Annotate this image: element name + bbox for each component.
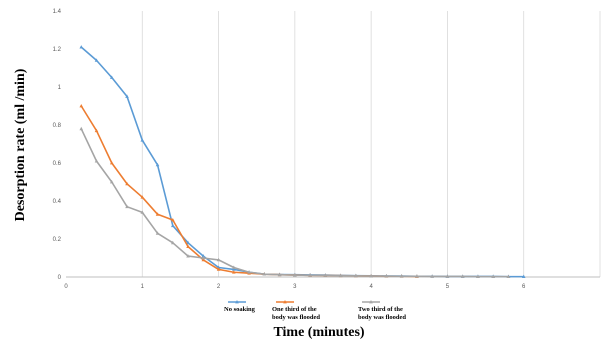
- gridlines: [141, 11, 601, 277]
- data-point: [79, 126, 84, 131]
- series-2: [79, 104, 419, 278]
- series-3: [79, 126, 511, 279]
- data-point: [201, 254, 206, 258]
- legend-marker: [235, 300, 239, 304]
- data-point: [186, 254, 190, 258]
- tick-labels: 0 1 2 3 4 5 6 0 0.2 0.4 0.6 0.8 1 1.2 1.4: [53, 9, 526, 290]
- series-line: [80, 46, 524, 278]
- series-1: [79, 45, 526, 279]
- data-point: [94, 128, 99, 133]
- data-point: [140, 210, 145, 214]
- x-tick-label: 3: [293, 284, 297, 290]
- data-point: [277, 272, 282, 277]
- data-point: [232, 265, 236, 269]
- data-point: [521, 274, 526, 279]
- data-point: [155, 162, 160, 167]
- data-point: [476, 274, 480, 279]
- data-point: [79, 45, 84, 49]
- data-point: [445, 274, 450, 278]
- data-point: [186, 244, 190, 248]
- y-tick-label: 0.8: [53, 123, 62, 129]
- y-tick-label: 0: [58, 275, 62, 281]
- legend-label: Two third of the body was flooded: [358, 306, 406, 321]
- legend-item: One third of the body was flooded: [272, 300, 320, 321]
- data-point: [293, 273, 297, 277]
- data-point: [232, 267, 236, 271]
- legend-item: Two third of the body was flooded: [358, 300, 406, 321]
- x-tick-label: 1: [141, 284, 145, 290]
- data-point: [369, 274, 373, 278]
- legend-label-line: One third of the: [272, 306, 317, 313]
- data-point: [186, 240, 190, 245]
- legend-item: No soaking: [224, 300, 256, 313]
- data-point: [338, 273, 343, 278]
- data-point: [79, 104, 84, 108]
- data-point: [125, 181, 129, 186]
- series-line: [80, 105, 417, 278]
- data-point: [491, 274, 495, 279]
- data-point: [384, 274, 389, 278]
- data-point: [399, 274, 404, 278]
- data-point: [94, 159, 99, 163]
- x-tick-label: 0: [64, 284, 68, 290]
- data-point: [216, 267, 221, 271]
- legend-label-line: body was flooded: [272, 314, 320, 321]
- data-point: [171, 223, 175, 228]
- data-point: [430, 274, 434, 278]
- data-point: [125, 94, 129, 98]
- data-point: [109, 75, 114, 79]
- data-point: [460, 274, 465, 278]
- x-tick-label: 2: [217, 284, 221, 290]
- legend-label-line: No soaking: [224, 306, 256, 313]
- x-tick-label: 5: [446, 284, 450, 290]
- y-tick-label: 0.2: [53, 237, 62, 243]
- data-point: [232, 270, 236, 274]
- series-lines: [79, 45, 526, 279]
- data-point: [354, 273, 358, 278]
- data-point: [201, 257, 206, 262]
- x-tick-label: 4: [369, 284, 373, 290]
- data-point: [262, 272, 267, 276]
- data-point: [109, 161, 114, 165]
- y-tick-label: 1.4: [53, 9, 62, 15]
- data-point: [415, 274, 419, 278]
- data-point: [201, 256, 206, 260]
- legend-marker: [369, 300, 373, 304]
- legend-label: One third of the body was flooded: [272, 306, 320, 321]
- data-point: [109, 180, 114, 184]
- legend-label-line: Two third of the: [358, 306, 403, 313]
- data-point: [308, 273, 312, 277]
- legend: No soaking One third of the body was flood…: [224, 300, 406, 321]
- y-tick-label: 0.4: [53, 199, 62, 205]
- data-point: [94, 58, 99, 62]
- legend-label: No soaking: [224, 306, 256, 313]
- legend-label-line: body was flooded: [358, 314, 406, 321]
- data-point: [155, 231, 160, 235]
- data-point: [140, 195, 145, 199]
- data-point: [506, 274, 511, 279]
- y-tick-label: 1: [58, 85, 62, 91]
- data-point: [247, 270, 251, 274]
- data-point: [155, 212, 160, 216]
- y-tick-label: 1.2: [53, 47, 62, 53]
- legend-marker: [283, 300, 287, 304]
- data-point: [171, 240, 175, 245]
- data-point: [171, 218, 175, 222]
- y-axis-title: Desorption rate (ml /min): [13, 68, 28, 221]
- data-point: [140, 138, 145, 142]
- x-axis-title: Time (minutes): [273, 325, 364, 340]
- data-point: [216, 257, 221, 262]
- data-point: [125, 204, 129, 209]
- y-tick-label: 0.6: [53, 161, 62, 167]
- x-tick-label: 6: [522, 284, 526, 290]
- data-point: [323, 273, 328, 277]
